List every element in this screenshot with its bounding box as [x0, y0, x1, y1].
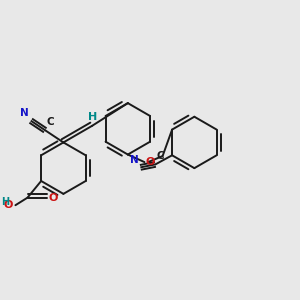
Text: O: O [146, 157, 155, 167]
Text: O: O [4, 200, 13, 210]
Text: C: C [46, 117, 54, 127]
Text: H: H [1, 196, 9, 207]
Text: H: H [88, 112, 98, 122]
Text: N: N [130, 155, 139, 165]
Text: N: N [20, 108, 28, 118]
Text: O: O [48, 193, 58, 202]
Text: C: C [156, 151, 164, 161]
